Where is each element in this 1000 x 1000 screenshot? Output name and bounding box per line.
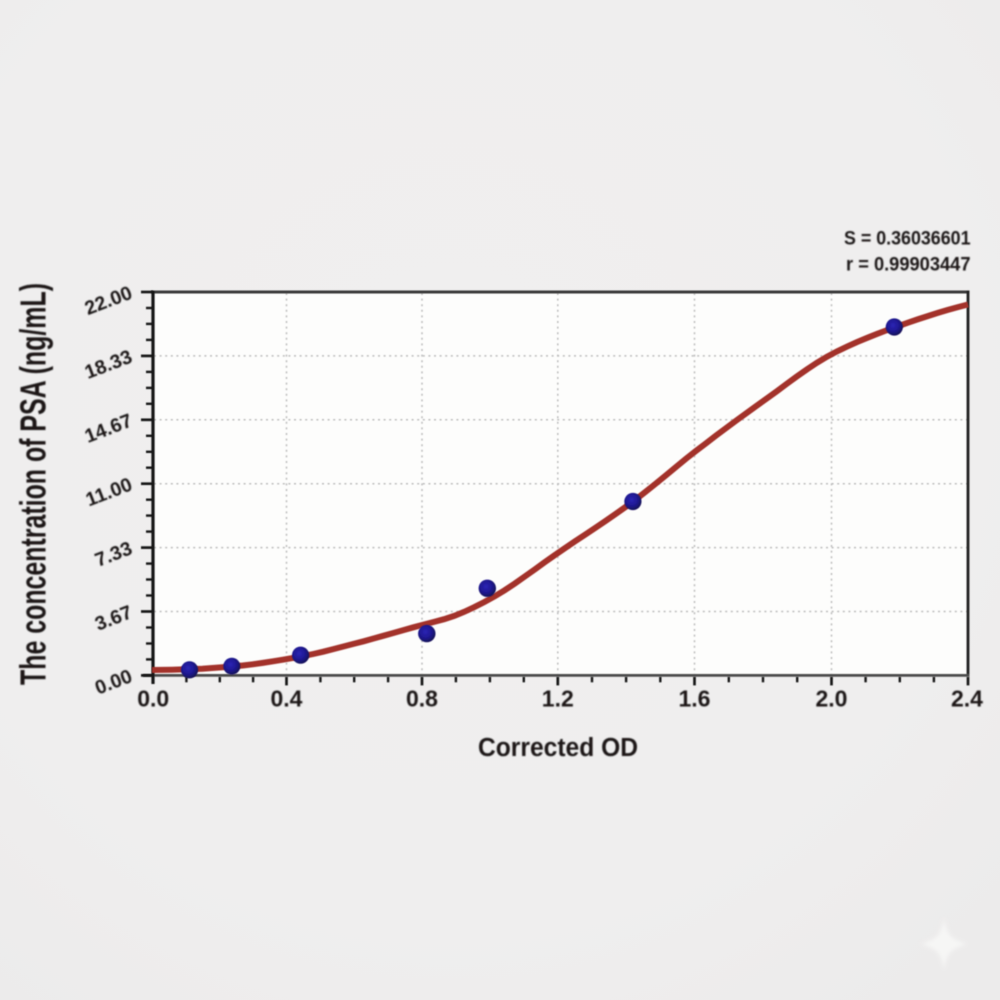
svg-text:1.6: 1.6	[679, 686, 711, 712]
svg-text:2.0: 2.0	[816, 686, 848, 712]
svg-text:The concentration of PSA (ng/m: The concentration of PSA (ng/mL)	[13, 283, 54, 685]
svg-text:0.8: 0.8	[406, 686, 438, 712]
svg-text:0.0: 0.0	[137, 686, 169, 712]
svg-text:S = 0.36036601: S = 0.36036601	[844, 229, 971, 250]
svg-text:1.2: 1.2	[542, 686, 574, 712]
svg-text:r = 0.99903447: r = 0.99903447	[846, 255, 971, 276]
svg-text:Corrected OD: Corrected OD	[478, 734, 638, 762]
svg-text:2.4: 2.4	[951, 686, 983, 712]
svg-text:0.4: 0.4	[271, 686, 303, 712]
